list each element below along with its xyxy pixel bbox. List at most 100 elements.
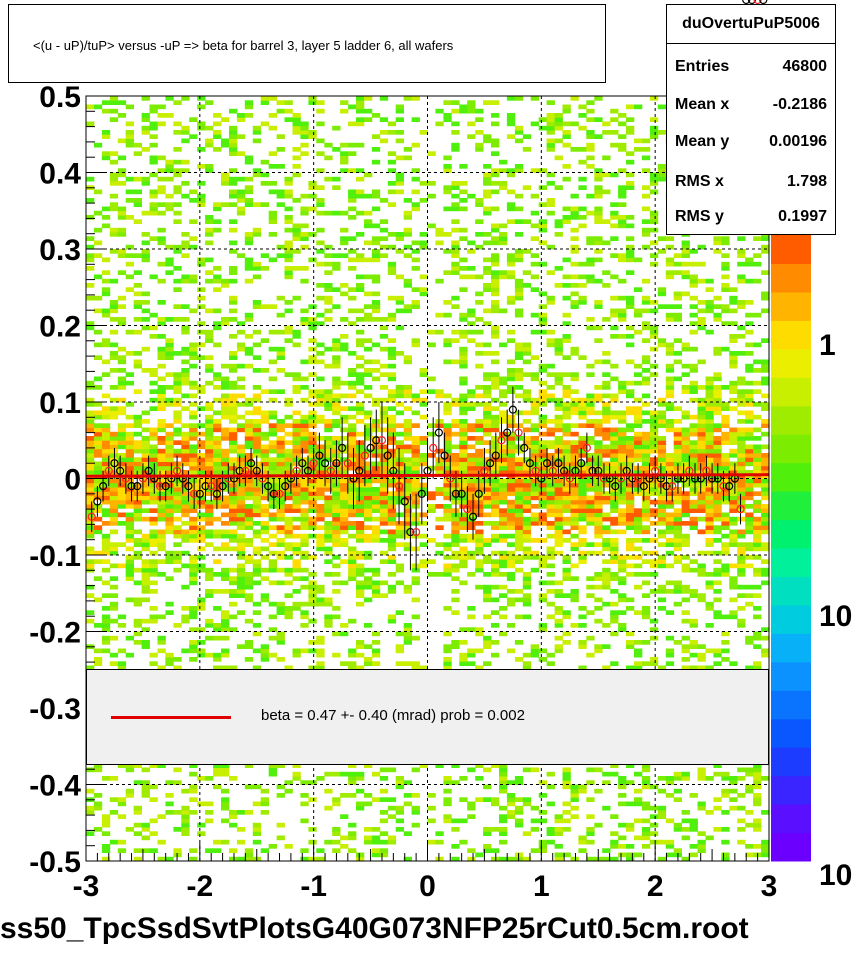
heatmap-cell xyxy=(467,406,476,411)
heatmap-cell xyxy=(634,801,643,807)
heatmap-cell xyxy=(332,631,341,637)
heatmap-cell xyxy=(403,631,412,637)
heatmap-cell xyxy=(221,788,230,794)
heatmap-cell xyxy=(570,304,579,309)
heatmap-cell xyxy=(530,402,539,407)
heatmap-cell xyxy=(340,542,349,547)
heatmap-cell xyxy=(197,563,206,569)
heatmap-cell xyxy=(649,461,659,467)
heatmap-cell xyxy=(562,134,571,139)
heatmap-cell xyxy=(514,342,524,348)
heatmap-cell xyxy=(514,385,524,390)
heatmap-cell xyxy=(514,457,524,462)
heatmap-cell xyxy=(93,142,103,148)
heatmap-cell xyxy=(371,193,381,199)
heatmap-cell xyxy=(292,198,301,203)
heatmap-cell xyxy=(491,397,500,403)
heatmap-cell xyxy=(546,147,555,152)
heatmap-cell xyxy=(483,287,492,292)
heatmap-cell xyxy=(205,142,214,148)
heatmap-cell xyxy=(411,576,420,581)
heatmap-cell xyxy=(514,96,524,101)
heatmap-cell xyxy=(308,597,317,603)
heatmap-cell xyxy=(149,614,158,620)
heatmap-cell xyxy=(221,589,230,594)
heatmap-cell xyxy=(364,240,373,246)
heatmap-cell xyxy=(379,593,389,598)
heatmap-cell xyxy=(133,270,142,275)
heatmap-cell xyxy=(483,661,492,666)
heatmap-cell xyxy=(244,346,254,352)
heatmap-cell xyxy=(475,797,484,802)
heatmap-cell xyxy=(491,538,500,543)
heatmap-cell xyxy=(530,406,539,411)
heatmap-cell xyxy=(387,436,397,441)
heatmap-cell xyxy=(252,563,262,569)
heatmap-cell xyxy=(491,444,500,450)
heatmap-cell xyxy=(141,559,150,564)
heatmap-cell xyxy=(197,546,206,552)
heatmap-cell xyxy=(157,640,166,645)
heatmap-cell xyxy=(93,827,103,832)
heatmap-cell xyxy=(562,274,571,280)
heatmap-cell xyxy=(181,232,190,237)
heatmap-cell xyxy=(213,529,222,535)
heatmap-cell xyxy=(268,635,277,641)
heatmap-cell xyxy=(459,359,468,365)
heatmap-cell xyxy=(491,414,500,420)
heatmap-cell xyxy=(308,827,317,832)
heatmap-cell xyxy=(570,402,579,407)
heatmap-cell xyxy=(491,304,500,309)
heatmap-cell xyxy=(236,572,246,577)
heatmap-cell xyxy=(348,414,357,420)
heatmap-cell xyxy=(467,423,476,428)
heatmap-cell xyxy=(395,648,404,654)
heatmap-cell xyxy=(379,559,389,564)
heatmap-cell xyxy=(236,538,246,543)
heatmap-cell xyxy=(435,448,444,454)
heatmap-cell xyxy=(316,240,325,246)
heatmap-cell xyxy=(348,822,357,828)
heatmap-cell xyxy=(165,793,174,798)
heatmap-cell xyxy=(268,151,277,156)
heatmap-cell xyxy=(562,406,571,411)
heatmap-cell xyxy=(236,856,246,862)
heatmap-cell xyxy=(371,533,381,539)
heatmap-cell xyxy=(514,512,524,518)
heatmap-cell xyxy=(268,580,277,586)
heatmap-cell xyxy=(371,835,381,841)
heatmap-cell xyxy=(371,236,381,241)
heatmap-cell xyxy=(634,329,643,335)
heatmap-cell xyxy=(626,215,635,220)
heatmap-cell xyxy=(252,440,262,445)
heatmap-cell xyxy=(284,257,293,263)
heatmap-cell xyxy=(626,181,635,186)
heatmap-cell xyxy=(260,457,269,462)
heatmap-cell xyxy=(451,423,460,428)
heatmap-cell xyxy=(316,249,325,254)
heatmap-cell xyxy=(578,542,587,547)
heatmap-cell xyxy=(205,406,214,411)
heatmap-cell xyxy=(459,108,468,114)
heatmap-cell xyxy=(379,465,389,471)
heatmap-cell xyxy=(340,491,349,496)
heatmap-cell xyxy=(649,563,659,569)
heatmap-cell xyxy=(292,236,301,241)
heatmap-cell xyxy=(117,461,127,467)
heatmap-cell xyxy=(554,525,563,530)
heatmap-cell xyxy=(467,121,476,127)
heatmap-cell xyxy=(308,491,317,496)
heatmap-cell xyxy=(292,606,301,611)
heatmap-cell xyxy=(610,448,619,454)
heatmap-cell xyxy=(483,448,492,454)
heatmap-cell xyxy=(634,397,643,403)
heatmap-cell xyxy=(197,96,206,101)
heatmap-cell xyxy=(514,206,524,212)
heatmap-cell xyxy=(86,610,95,615)
heatmap-cell xyxy=(570,423,579,428)
heatmap-cell xyxy=(530,652,539,658)
heatmap-cell xyxy=(570,856,579,862)
heatmap-cell xyxy=(86,444,95,450)
heatmap-cell xyxy=(93,376,103,382)
heatmap-cell xyxy=(618,312,627,318)
